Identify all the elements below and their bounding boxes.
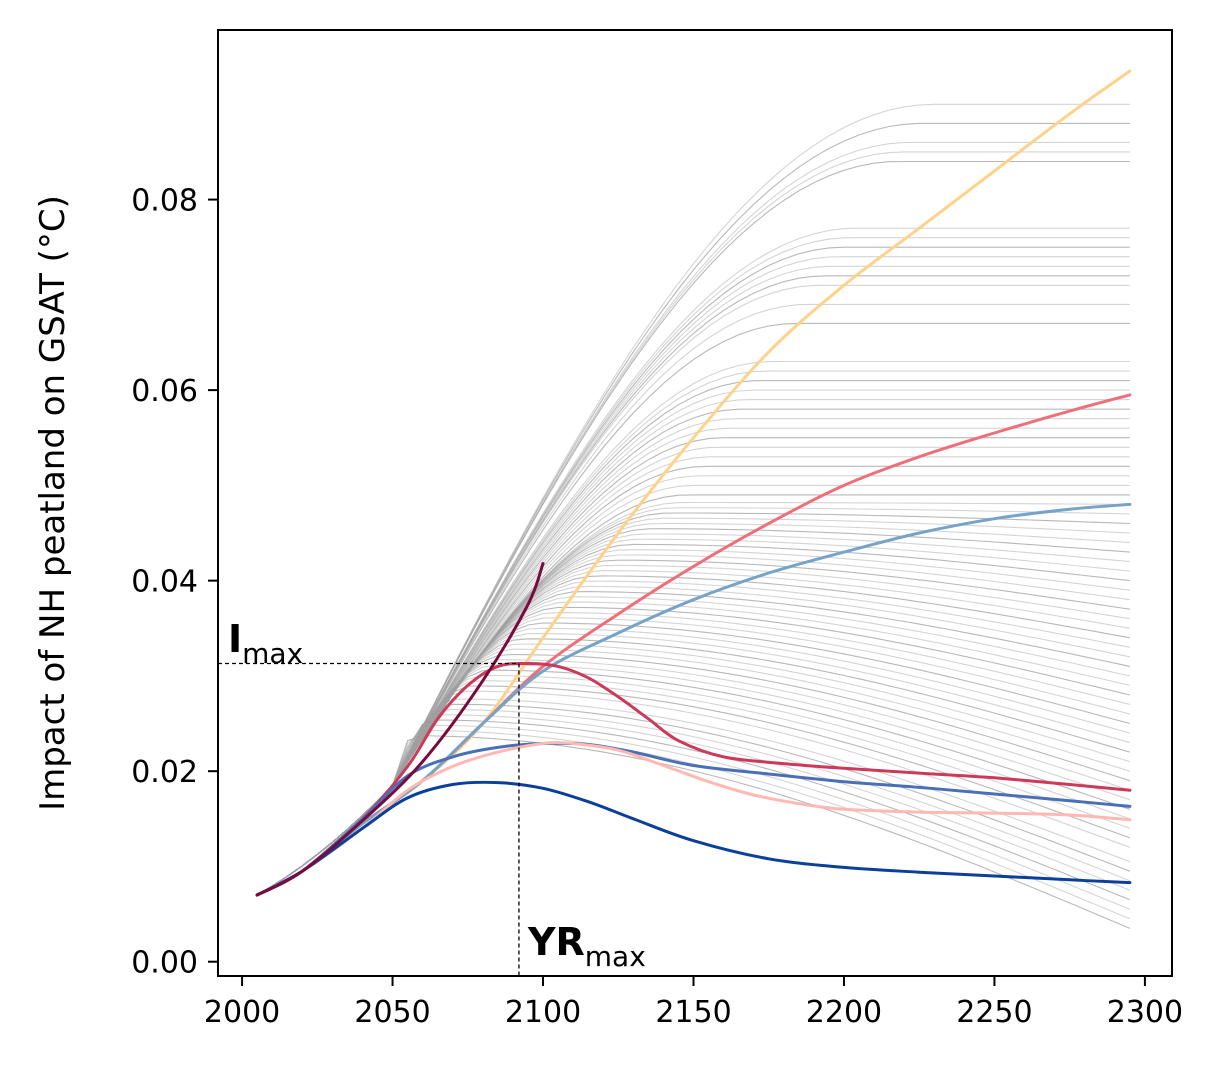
series-line-3 [255,502,1132,897]
ensemble-line [256,724,1131,910]
ensemble-line [256,122,1130,896]
y-tick-label: 0.06 [131,374,198,409]
x-tick-label: 2300 [1107,995,1183,1030]
series-line-8 [255,562,545,897]
y-tick-label: 0.04 [131,565,198,600]
x-tick-label: 2150 [655,995,731,1030]
y-tick-label: 0.02 [131,755,198,790]
ensemble-line [256,714,1131,896]
y-tick-label: 0.08 [131,184,198,219]
ensemble-line [256,698,1131,896]
ensemble-line [256,703,1131,896]
x-tick-label: 2250 [956,995,1032,1030]
ensemble-line [256,719,1131,901]
y-axis-label: Impact of NH peatland on GSAT (°C) [33,195,73,811]
x-tick-label: 2050 [354,995,430,1030]
y-tick-label: 0.00 [131,946,198,981]
x-axis: 2000 2050 2100 2150 2200 2250 2300 [204,976,1183,1030]
plot-frame [217,29,1173,977]
imax-label-main: I [228,617,242,661]
series-line-4 [255,661,1132,897]
x-tick-label: 2200 [806,995,882,1030]
y-axis: 0.00 0.02 0.04 0.06 0.08 [131,184,218,981]
imax-label-sub: max [242,637,303,670]
x-tick-label: 2100 [505,995,581,1030]
annotations: Imax YRmax [218,617,646,976]
yrmax-label: YRmax [527,920,646,973]
ensemble-line [256,103,1130,896]
ensemble-line [256,735,1131,929]
highlight-series [255,69,1132,897]
imax-label: Imax [228,617,303,670]
series-line-7 [255,780,1132,897]
yrmax-label-main: YR [527,920,585,964]
series-line-6 [255,741,1132,897]
x-tick-label: 2000 [204,995,280,1030]
yrmax-label-sub: max [585,940,646,973]
